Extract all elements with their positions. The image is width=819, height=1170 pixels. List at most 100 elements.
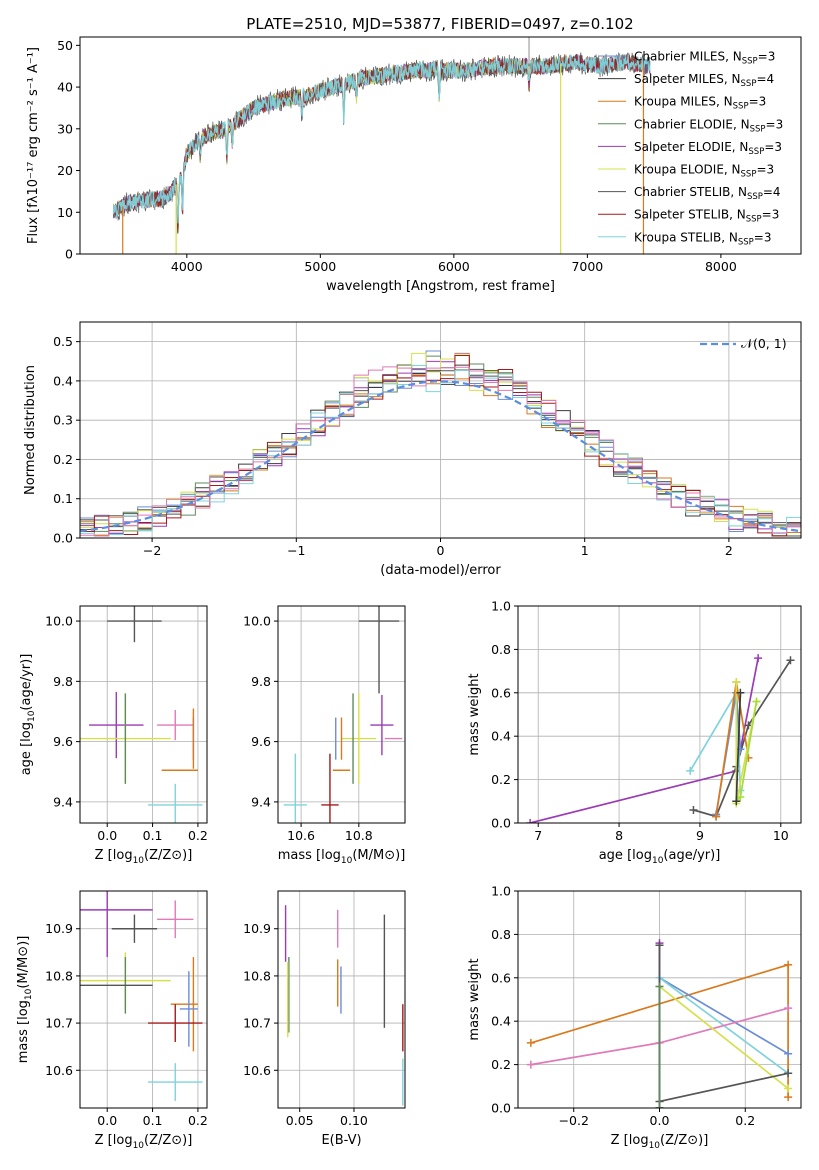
x-tick-label: 6000 xyxy=(438,259,470,274)
legend-entry-sub: SSP xyxy=(738,237,754,247)
legend-entry: Salpeter ELODIE, NSSP=3 xyxy=(634,140,782,157)
weight-series-marker xyxy=(752,697,761,706)
weight-series-marker xyxy=(754,654,763,663)
y-axis-label: mass [log10(M/M⊙)] xyxy=(16,936,34,1064)
legend-entry-tail: =3 xyxy=(756,163,774,177)
x-axis-label: (data-model)/error xyxy=(380,563,501,578)
weight-series-marker xyxy=(784,1093,793,1102)
x-axis-label-tail: (age/yr)] xyxy=(663,848,720,863)
age-vs-metallicity-panel: 0.0 0.1 0.29.49.69.810.0Z [log10(Z/Z⊙)]age… xyxy=(19,605,208,866)
y-tick-label: 10.7 xyxy=(45,1016,73,1031)
y-tick-label: 0.6 xyxy=(491,685,511,700)
residual-histogram-panel: −2 −1 0 1 2 0.0 0.1 0.2 0.3 0.4 0.5 (data-model)/er… xyxy=(23,321,802,578)
y-tick-label: 40 xyxy=(57,80,73,95)
y-tick-label: 0.3 xyxy=(53,413,73,428)
x-tick-label: 0.0 xyxy=(97,1113,117,1128)
axes-frame xyxy=(517,605,802,824)
y-tick-label: 0.6 xyxy=(491,970,511,985)
weight-series-marker xyxy=(784,960,793,969)
x-axis-label: Z [log10(Z/Z⊙)] xyxy=(611,1133,709,1151)
legend-entry-main: Chabrier STELIB, N xyxy=(634,185,747,199)
legend-entry: Chabrier MILES, NSSP=3 xyxy=(634,50,775,67)
weight-series-marker xyxy=(784,1004,793,1013)
weight-series-marker xyxy=(736,688,745,697)
y-tick-label: 10.6 xyxy=(243,1063,271,1078)
weight-series-line xyxy=(658,945,789,1103)
y-axis-label: mass weight xyxy=(467,958,482,1040)
age-vs-mass-panel: 10.6 10.8 9.4 9.6 9.8 10.0 mass [log10(M/M⊙)] xyxy=(243,605,406,866)
errorbar-point xyxy=(157,709,194,741)
weight-vs-metallicity-panel: −0.2 0.0 0.2 0.0 0.2 0.4 0.6 0.8 1.0 Z [log10(Z/Z… xyxy=(467,884,802,1151)
errorbar-point xyxy=(89,691,144,759)
y-tick-label: 0.8 xyxy=(491,642,511,657)
y-tick-label: 10.0 xyxy=(45,614,73,629)
x-tick-label: 0.1 xyxy=(143,828,163,843)
y-tick-label: 0.2 xyxy=(491,1057,511,1072)
x-tick-label: 5000 xyxy=(304,259,336,274)
axes-frame xyxy=(79,36,802,255)
legend-entry-gaussian: 𝒩(0, 1) xyxy=(741,336,787,351)
y-axis-label-tail: (M/M⊙)] xyxy=(16,936,31,989)
y-tick-label: 9.8 xyxy=(251,674,271,689)
y-tick-label: 1.0 xyxy=(491,599,511,614)
x-axis-label: mass [log10(M/M⊙)] xyxy=(278,848,406,866)
x-tick-label: 0.2 xyxy=(735,1113,755,1128)
x-axis-label-sub: 10 xyxy=(341,856,353,866)
x-tick-label: 0.0 xyxy=(650,1113,670,1128)
legend-entry: Salpeter STELIB, NSSP=3 xyxy=(634,208,779,225)
weight-series-marker xyxy=(712,812,721,821)
y-tick-label: 0.8 xyxy=(491,927,511,942)
weight-series-marker xyxy=(655,1104,664,1108)
plot-area xyxy=(80,891,203,1101)
errorbar-point xyxy=(80,891,153,958)
mass-vs-ebv-panel: 0.05 0.10 10.6 10.7 10.8 10.9 E(B-V) xyxy=(243,890,406,1148)
x-tick-label: 8000 xyxy=(705,259,737,274)
errorbar-point xyxy=(370,694,394,756)
legend-entry-main: Salpeter STELIB, N xyxy=(634,208,746,222)
errorbar-point xyxy=(179,971,198,1047)
legend-entry-tail: =3 xyxy=(749,95,767,109)
legend-entry-main: Chabrier ELODIE, N xyxy=(634,117,750,131)
mass-vs-metallicity-panel: 0.0 0.1 0.210.610.710.810.9Z [log10(Z/Z⊙)]… xyxy=(16,890,208,1151)
legend-entry-sub: SSP xyxy=(742,57,758,67)
weight-series-line xyxy=(735,692,742,802)
y-tick-label: 10.9 xyxy=(243,921,271,936)
errorbar-point xyxy=(341,693,377,784)
legend-entry-sub: SSP xyxy=(746,215,762,225)
x-axis-label-main: Z [log xyxy=(95,1133,133,1148)
weight-series-marker xyxy=(655,941,664,950)
x-axis-label-sub: 10 xyxy=(652,856,664,866)
x-axis-label-tail: (Z/Z⊙)] xyxy=(144,848,192,863)
legend-entry-sub: SSP xyxy=(733,102,749,112)
legend-entry-tail: =3 xyxy=(754,230,772,244)
plot-area xyxy=(526,939,793,1108)
axes-frame xyxy=(79,890,208,1109)
plot-area xyxy=(80,350,801,537)
weight-series-marker xyxy=(784,1069,793,1078)
plot-area xyxy=(284,905,404,1106)
y-tick-label: 0.2 xyxy=(491,772,511,787)
spectrum-series-line xyxy=(112,54,651,224)
y-axis-label: Flux [fλ10⁻¹⁷ erg cm⁻² s⁻¹ A⁻¹] xyxy=(26,47,41,244)
plot-area xyxy=(283,606,403,823)
y-axis-label-sub: 10 xyxy=(24,988,34,1000)
x-axis-label-tail: (Z/Z⊙)] xyxy=(144,1133,192,1148)
legend-entry-tail: =3 xyxy=(758,50,776,64)
y-tick-label: 0.1 xyxy=(53,491,73,506)
y-tick-label: 1.0 xyxy=(491,884,511,899)
weight-series-marker xyxy=(689,805,698,814)
y-axis-label: age [log10(age/yr)] xyxy=(19,654,37,776)
x-tick-label: −2 xyxy=(143,543,161,558)
y-tick-label: 10.6 xyxy=(45,1063,73,1078)
weight-series-marker xyxy=(786,656,795,665)
x-tick-label: 0 xyxy=(437,543,445,558)
x-axis-label-tail: (Z/Z⊙)] xyxy=(660,1133,708,1148)
weight-series-marker xyxy=(526,1060,535,1069)
x-tick-label: 4000 xyxy=(171,259,203,274)
legend-entry-main: Kroupa MILES, N xyxy=(634,95,733,109)
x-tick-label: 7 xyxy=(534,828,542,843)
legend-entry-main: Salpeter MILES, N xyxy=(634,72,741,86)
y-tick-label: 9.4 xyxy=(53,794,73,809)
y-axis-label-tail: (age/yr)] xyxy=(19,654,34,711)
y-tick-label: 0.4 xyxy=(491,1014,511,1029)
